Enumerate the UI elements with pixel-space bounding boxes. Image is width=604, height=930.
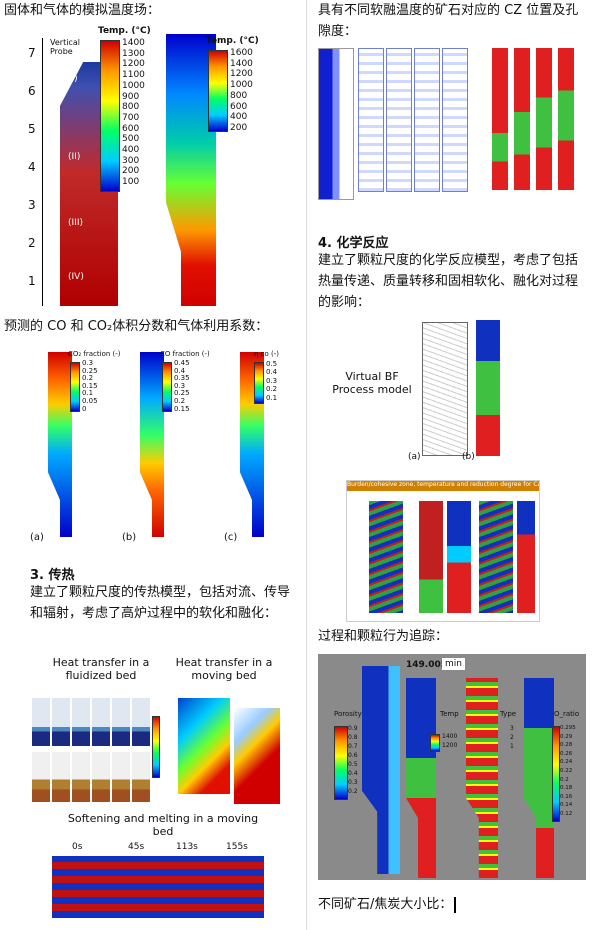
co-colorbar <box>162 362 172 412</box>
time-113s: 113s <box>176 842 198 852</box>
co-ticks: 0.45 0.4 0.35 0.3 0.25 0.2 0.15 <box>174 359 190 413</box>
colorbar-1 <box>100 40 120 192</box>
y-axis <box>42 38 43 306</box>
temperature-field-figure: 76543210 Vertical Probe (I) (II) (III) (… <box>28 26 290 311</box>
cz-map-1 <box>492 48 508 190</box>
virtual-bf-figure: Virtual BF Process model (a) (b) <box>318 318 518 466</box>
o-ratio-colorbar <box>552 726 560 822</box>
cz-map-4 <box>558 48 574 190</box>
y-axis-ticks: 76543210 <box>28 46 36 288</box>
virtual-bf-label: Virtual BF Process model <box>332 370 412 396</box>
cz-map-2 <box>514 48 530 190</box>
eta-ticks: 0.5 0.4 0.3 0.2 0.1 <box>266 360 278 402</box>
temp-map <box>406 678 436 878</box>
furnace-schematic-a <box>422 322 468 456</box>
time-155s: 155s <box>226 842 248 852</box>
time-45s: 45s <box>128 842 145 852</box>
zone-1-label: (I) <box>68 74 78 84</box>
panel-b-label: (b) <box>122 532 137 543</box>
co2-ticks: 0.3 0.25 0.2 0.15 0.1 0.05 0 <box>82 359 98 413</box>
flow-map-4 <box>442 48 468 192</box>
porosity-ticks: 0.9 0.8 0.7 0.6 0.5 0.4 0.3 0.2 <box>348 725 358 795</box>
softening-title: Softening and melting in a moving bed <box>67 812 259 838</box>
flow-map-3 <box>414 48 440 192</box>
co2-label: CO₂ fraction (-) <box>68 350 121 358</box>
column-separator <box>306 0 307 930</box>
fluidized-bed-row-2 <box>30 752 150 802</box>
cohesive-zone-figure <box>318 46 586 206</box>
particle-tracking-figure: 149.0051 min Porosity 0.9 0.8 0.7 0.6 0.5 0.4… <box>318 654 586 880</box>
burden-map-2 <box>419 501 443 613</box>
heading-chemical-reaction: 4. 化学反应 <box>318 236 389 251</box>
moving-bed-map-2 <box>234 708 280 804</box>
colorbar-1-title: Temp. (°C) <box>98 26 151 36</box>
co-map <box>140 352 164 537</box>
burden-map-3 <box>447 501 471 613</box>
co2-colorbar <box>70 362 80 412</box>
cz-position-paragraph: 具有不同软融温度的矿石对应的 CZ 位置及孔隙度： <box>318 3 579 39</box>
zone-3-label: (III) <box>68 218 83 228</box>
temp-label: Temp <box>440 710 459 718</box>
burden-map-5 <box>517 501 535 613</box>
ore-coke-ratio-caption[interactable]: 不同矿石/焦炭大小比： <box>318 894 457 915</box>
text-cursor <box>454 896 457 913</box>
type-map <box>466 678 498 878</box>
temp-field-caption: 固体和气体的模拟温度场： <box>4 3 161 18</box>
co-label: CO fraction (-) <box>160 350 210 358</box>
colorbar-2-ticks: 1600 1400 1200 1000 800 600 400 200 <box>230 48 253 133</box>
porosity-map-1 <box>318 48 354 200</box>
co-fraction-figure: CO₂ fraction (-) 0.3 0.25 0.2 0.15 0.1 0.05 0 … <box>28 342 290 550</box>
burden-map-1 <box>369 501 403 613</box>
burden-title: Burden/cohesive zone, temperature and re… <box>347 481 539 491</box>
eta-colorbar <box>254 362 264 404</box>
fluidized-bed-colorbar <box>152 716 160 778</box>
heat-transfer-figure: Heat transfer in a fluidized bed Heat tr… <box>28 652 290 922</box>
co2-map <box>48 352 72 537</box>
o-ratio-label: O_ratio <box>554 710 580 718</box>
o-ratio-ticks: 0.295 0.29 0.28 0.26 0.24 0.22 0.2 0.18 0.16 0.14… <box>560 725 576 817</box>
moving-bed-map-1 <box>178 698 230 794</box>
burden-map-4 <box>479 501 513 613</box>
porosity-label: Porosity <box>334 710 362 718</box>
cz-map-3 <box>536 48 552 190</box>
porosity-colorbar <box>334 726 348 800</box>
furnace-schematic-b <box>476 320 500 456</box>
flow-map-2 <box>386 48 412 192</box>
heading-heat-transfer: 3. 传热 <box>30 568 75 583</box>
vbf-panel-b: (b) <box>462 452 475 462</box>
process-tracking-caption: 过程和颗粒行为追踪： <box>318 629 449 644</box>
moving-bed-title: Heat transfer in a moving bed <box>175 656 273 682</box>
temp-colorbar <box>430 734 440 752</box>
time-unit: min <box>442 658 465 670</box>
time-value: 149.0051 <box>406 660 454 670</box>
o-ratio-map <box>524 678 554 878</box>
chemical-reaction-paragraph: 建立了颗粒尺度的化学反应模型，考虑了包括热量传递、质量转移和固相软化、融化对过程… <box>318 253 579 310</box>
temp-ticks: 1400 1200 <box>442 733 458 749</box>
type-label: Type <box>500 710 517 718</box>
colorbar-2-title: Temp. (°C) <box>206 36 259 46</box>
co-fraction-caption: 预测的 CO 和 CO₂体积分数和气体利用系数： <box>4 319 269 334</box>
burden-zone-figure: Burden/cohesive zone, temperature and re… <box>346 480 540 622</box>
fluidized-bed-row-1 <box>30 698 150 746</box>
vertical-probe-label: Vertical Probe <box>50 38 80 56</box>
eta-label: η co (-) <box>254 350 280 358</box>
time-0s: 0s <box>72 842 83 852</box>
heat-transfer-paragraph: 建立了颗粒尺度的传热模型，包括对流、传导和辐射，考虑了高炉过程中的软化和融化： <box>30 585 291 621</box>
panel-c-label: (c) <box>224 532 238 543</box>
flow-map-1 <box>358 48 384 192</box>
colorbar-2 <box>208 50 228 132</box>
panel-a-label: (a) <box>30 532 44 543</box>
zone-2-label: (II) <box>68 152 81 162</box>
vbf-panel-a: (a) <box>408 452 421 462</box>
softening-bed-image <box>52 856 264 918</box>
colorbar-1-ticks: 1400 1300 1200 1100 1000 900 800 700 600 500 400 30… <box>122 38 145 188</box>
porosity-map <box>362 666 400 874</box>
zone-4-label: (IV) <box>68 272 84 282</box>
fluidized-bed-title: Heat transfer in a fluidized bed <box>52 656 150 682</box>
